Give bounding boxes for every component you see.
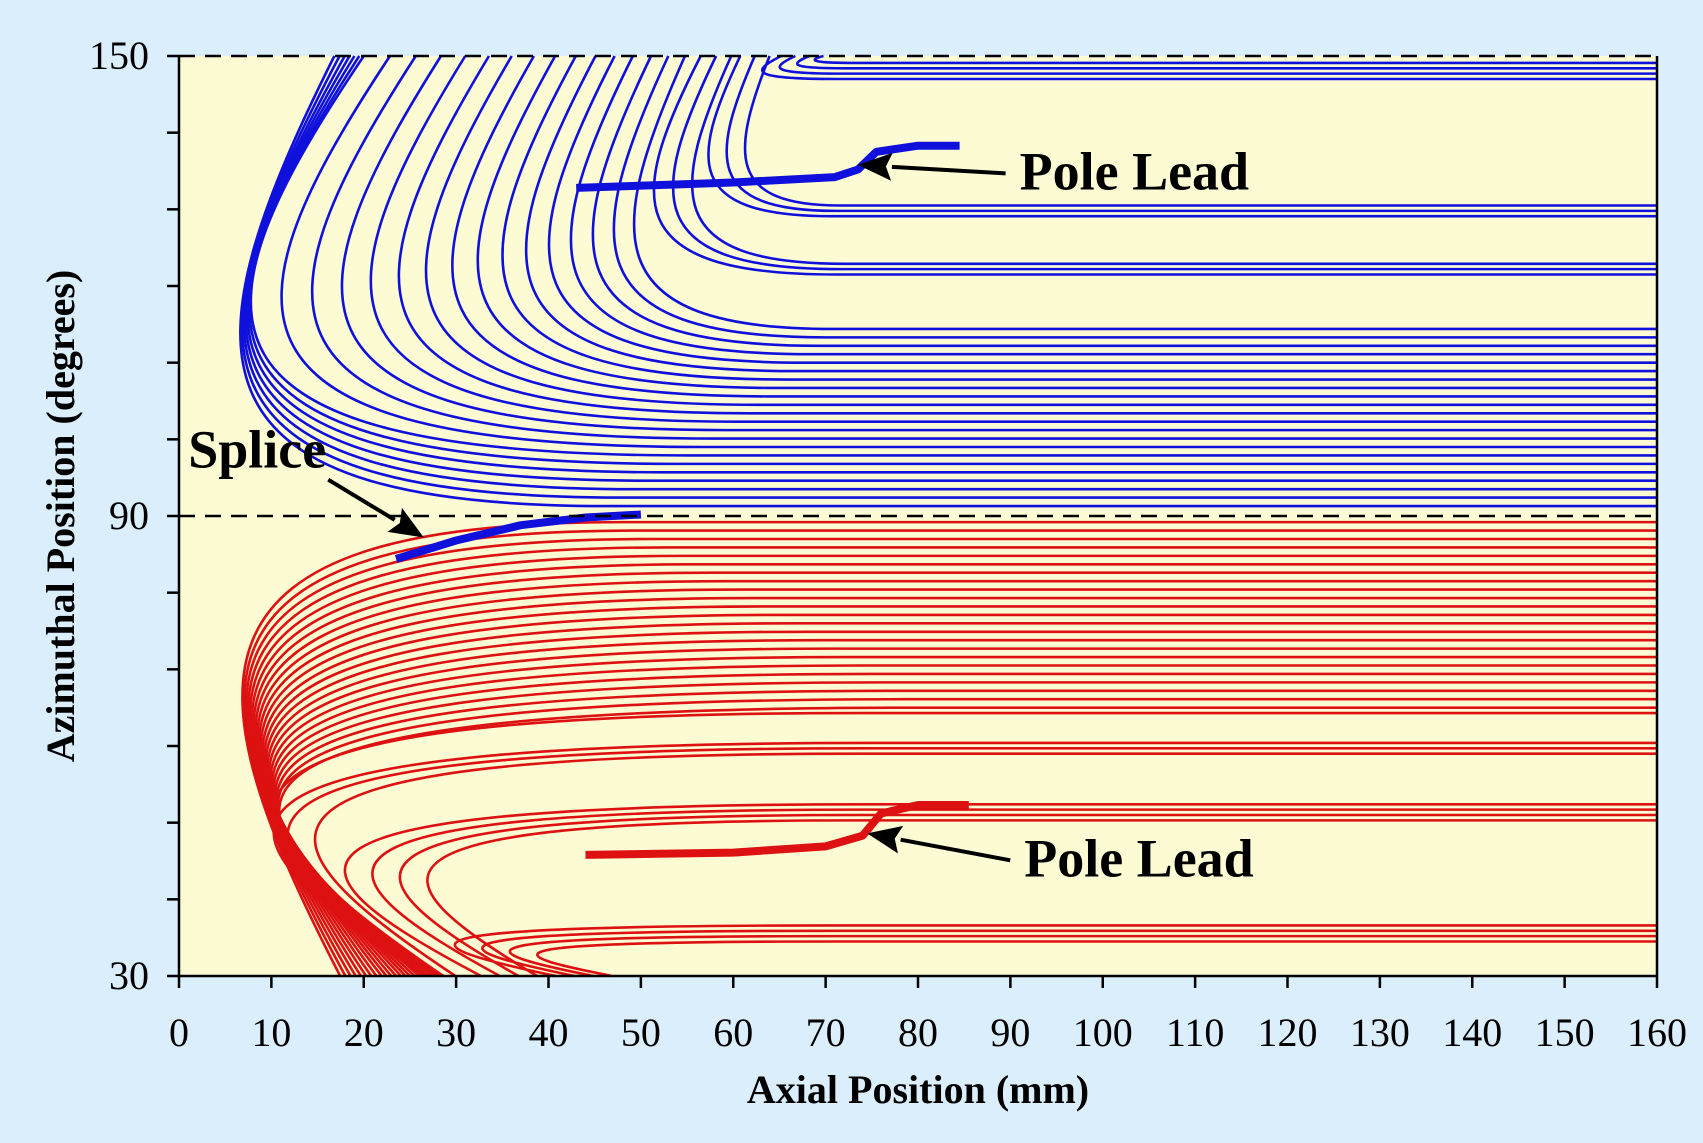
y-tick-label-150: 150 xyxy=(89,33,149,78)
tick-labels-layer: 0 10 20 30 40 50 60 70 80 90 100 110 120 130 140 150 160… xyxy=(89,33,1687,1055)
upper-coil-turn-12 xyxy=(612,55,1657,339)
x-tick-label-20: 20 xyxy=(344,1010,384,1055)
upper-coil-turn-29 xyxy=(244,55,1657,483)
y-tick-label-30: 30 xyxy=(109,953,149,998)
annotation-label-1: Pole Lead xyxy=(1020,141,1249,201)
lower-coil-turn-7 xyxy=(252,571,1657,977)
annotation-arrow-head-2 xyxy=(387,507,424,538)
x-tick-label-40: 40 xyxy=(529,1010,569,1055)
upper-coil-turn-5 xyxy=(743,55,1657,207)
x-tick-label-80: 80 xyxy=(898,1010,938,1055)
x-tick-label-60: 60 xyxy=(713,1010,753,1055)
lower-coil-turn-31 xyxy=(426,819,1657,978)
lower-coil-turn-35 xyxy=(536,940,1657,978)
upper-coil-turn-31 xyxy=(240,55,1657,499)
x-tick-label-0: 0 xyxy=(169,1010,189,1055)
upper-lead xyxy=(576,141,960,192)
lower-coil-turn-9 xyxy=(255,588,1657,977)
x-tick-label-10: 10 xyxy=(251,1010,291,1055)
lower-coil-turn-29 xyxy=(371,808,1657,978)
x-tick-label-90: 90 xyxy=(990,1010,1030,1055)
lower-coil-turn-26 xyxy=(286,747,1657,978)
x-tick-label-110: 110 xyxy=(1166,1010,1225,1055)
annotation-arrow-line-2 xyxy=(327,477,396,522)
lower-coil-turn-33 xyxy=(481,929,1657,978)
x-tick-label-130: 130 xyxy=(1350,1010,1410,1055)
upper-coil-turn-21 xyxy=(397,55,1657,415)
annotation-arrow-head-3 xyxy=(867,825,904,854)
upper-coil-turn-3 xyxy=(778,54,1657,75)
upper-coil-turn-14 xyxy=(569,55,1657,356)
upper-coil-turn-25 xyxy=(280,55,1657,449)
lower-coil-turn-8 xyxy=(254,579,1657,977)
upper-coil-turn-27 xyxy=(248,55,1657,466)
upper-coil-turn-2 xyxy=(795,54,1657,70)
upper-coil-turn-15 xyxy=(547,55,1657,364)
upper-coil-turn-11 xyxy=(632,55,1657,331)
upper-coil-turn-9 xyxy=(671,55,1657,271)
x-tick-label-160: 160 xyxy=(1627,1010,1687,1055)
lower-coil-turn-2 xyxy=(242,529,1657,977)
y-axis-title: Azimuthal Position (degrees) xyxy=(38,270,83,763)
upper-coil-turn-30 xyxy=(242,55,1657,491)
upper-coil-turn-8 xyxy=(690,55,1657,266)
lower-lead xyxy=(585,801,969,859)
upper-coil-turn-17 xyxy=(501,55,1657,381)
x-tick-label-30: 30 xyxy=(436,1010,476,1055)
upper-coil-turn-1 xyxy=(813,54,1657,65)
lower-coil-turn-27 xyxy=(313,752,1657,978)
upper-coil-turn-24 xyxy=(310,55,1657,440)
upper-coil-turn-32 xyxy=(239,55,1657,508)
lower-coil-turn-24 xyxy=(271,711,1657,978)
upper-coil-turn-19 xyxy=(451,55,1657,398)
upper-coil-turn-23 xyxy=(340,55,1657,432)
upper-coil-turn-28 xyxy=(246,55,1657,474)
x-tick-label-50: 50 xyxy=(621,1010,661,1055)
x-tick-label-150: 150 xyxy=(1535,1010,1595,1055)
x-tick-label-70: 70 xyxy=(806,1010,846,1055)
lower-coil-turn-28 xyxy=(343,802,1657,978)
upper-coil-turn-22 xyxy=(369,55,1657,423)
lower-coil-turn-32 xyxy=(453,924,1657,978)
annotation-label-3: Pole Lead xyxy=(1024,828,1253,888)
lower-coil-turn-30 xyxy=(398,813,1657,978)
upper-coil-turn-20 xyxy=(424,55,1657,407)
upper-coil-turn-13 xyxy=(591,55,1657,348)
upper-coil-turn-18 xyxy=(476,55,1657,390)
lower-coil-turn-23 xyxy=(278,706,1657,978)
upper-coil-turn-6 xyxy=(725,55,1657,213)
y-tick-label-90: 90 xyxy=(109,493,149,538)
x-tick-label-100: 100 xyxy=(1073,1010,1133,1055)
upper-coil-turn-16 xyxy=(524,55,1657,373)
annotation-arrow-line-3 xyxy=(900,837,1011,863)
upper-coil-turn-4 xyxy=(761,54,1657,81)
axes-layer xyxy=(167,54,1659,988)
lower-coil-turn-34 xyxy=(508,934,1657,978)
x-tick-label-120: 120 xyxy=(1258,1010,1318,1055)
annotation-arrow-head-1 xyxy=(857,152,893,181)
upper-coil-turn-10 xyxy=(652,55,1657,276)
lower-coil-turn-10 xyxy=(257,596,1657,977)
x-axis-title: Axial Position (mm) xyxy=(747,1067,1089,1112)
x-tick-label-140: 140 xyxy=(1442,1010,1502,1055)
annotation-label-2: Splice xyxy=(188,420,326,480)
annotations-layer: Pole Lead Splice Pole Lead xyxy=(188,141,1253,888)
lower-coil-turn-1 xyxy=(241,520,1657,977)
lower-coil-turn-25 xyxy=(272,741,1657,978)
annotation-arrow-line-1 xyxy=(891,164,1006,176)
